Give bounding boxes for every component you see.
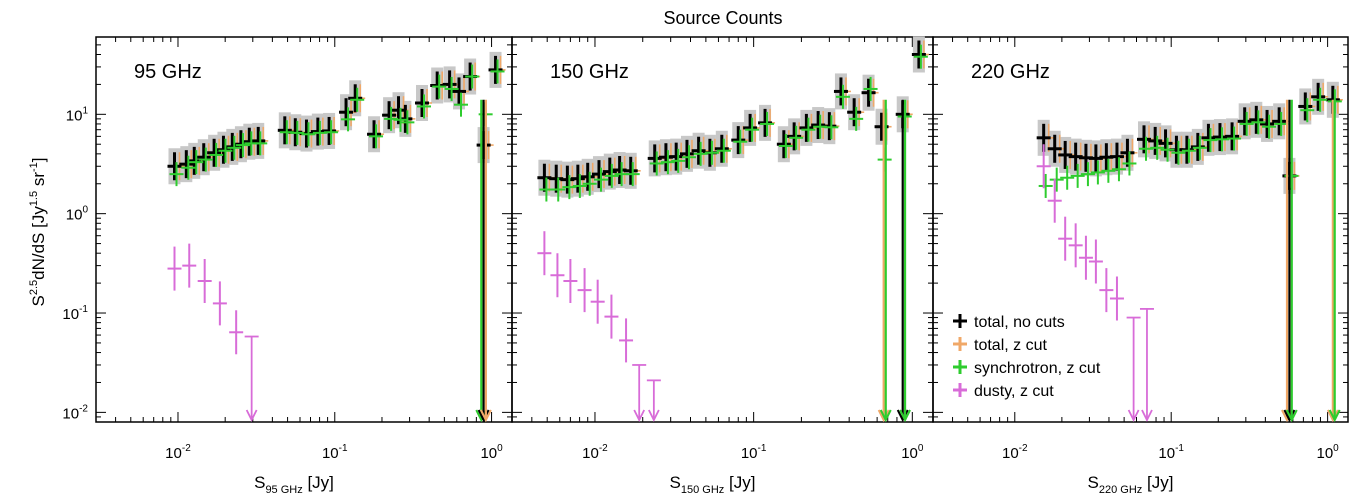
x-label-base: S xyxy=(670,473,681,492)
x-tick-label-exp: -2 xyxy=(599,443,608,454)
plot-area xyxy=(167,51,506,423)
legend: total, no cuts total, z cut synchrotron, z… xyxy=(953,314,1101,400)
y-tick-label-exp: 0 xyxy=(82,205,88,216)
x-tick-label: 100 xyxy=(1316,443,1339,462)
y-tick-label: 10-1 xyxy=(62,304,88,323)
panel-label: 220 GHz xyxy=(971,61,1050,83)
y-tick-label-base: 10 xyxy=(62,405,79,422)
y-tick-label-base: 10 xyxy=(66,207,83,224)
arrow-head xyxy=(1127,409,1140,423)
x-label-base: S xyxy=(254,473,265,492)
x-tick-label-exp: -1 xyxy=(758,443,767,454)
y-label-end: ] xyxy=(29,157,48,162)
x-tick-label: 100 xyxy=(480,443,503,462)
x-tick-label-base: 10 xyxy=(1002,445,1019,462)
arrow-head xyxy=(479,409,492,423)
y-label-sup2: 1.5 xyxy=(28,191,40,206)
x-tick-label-base: 10 xyxy=(1316,445,1333,462)
x-tick-label-exp: -2 xyxy=(182,443,191,454)
x-axis-label: S95 GHz [Jy] xyxy=(254,473,334,496)
x-axis-label: S220 GHz [Jy] xyxy=(1088,473,1174,496)
x-label-unit: [Jy] xyxy=(1142,473,1173,492)
x-tick-label-base: 10 xyxy=(1158,445,1175,462)
plot-area xyxy=(537,36,929,423)
x-tick-label: 10-2 xyxy=(582,443,608,462)
x-tick-label-exp: -2 xyxy=(1019,443,1028,454)
y-tick-label: 10-2 xyxy=(62,403,88,422)
arrow-head xyxy=(648,409,660,423)
x-tick-label: 10-1 xyxy=(741,443,767,462)
x-axis-label: S150 GHz [Jy] xyxy=(670,473,756,496)
arrow-head xyxy=(877,409,890,423)
y-tick-label: 100 xyxy=(66,205,89,224)
arrow-head xyxy=(899,409,911,423)
x-label-sub: 150 GHz xyxy=(681,484,724,496)
arrow-head xyxy=(245,409,258,423)
y-axis-label: S2.5dN/dS [Jy1.5 sr-1] xyxy=(28,157,48,306)
x-label-sub: 220 GHz xyxy=(1099,484,1142,496)
panel-label: 150 GHz xyxy=(550,61,629,83)
x-tick-label: 10-2 xyxy=(1002,443,1028,462)
y-tick-label-exp: -1 xyxy=(79,304,88,315)
legend-label: total, no cuts xyxy=(974,314,1065,331)
x-tick-label: 10-1 xyxy=(1158,443,1184,462)
x-tick-label-exp: 0 xyxy=(497,443,503,454)
y-tick-label-base: 10 xyxy=(62,306,79,323)
arrow-head xyxy=(633,409,646,423)
arrow-head xyxy=(1328,409,1341,423)
x-label-base: S xyxy=(1088,473,1099,492)
y-tick-label-base: 10 xyxy=(66,107,83,124)
legend-label: total, z cut xyxy=(974,337,1047,354)
x-tick-label-exp: 0 xyxy=(1333,443,1339,454)
y-tick-label-exp: 1 xyxy=(82,105,88,116)
y-tick-label-exp: -2 xyxy=(79,403,88,414)
x-label-unit: [Jy] xyxy=(303,473,334,492)
x-tick-label-base: 10 xyxy=(582,445,599,462)
panel-label: 95 GHz xyxy=(134,61,202,83)
x-tick-label-exp: -1 xyxy=(1175,443,1184,454)
legend-label: synchrotron, z cut xyxy=(974,360,1101,377)
x-tick-label-base: 10 xyxy=(480,445,497,462)
plot-area xyxy=(1036,78,1343,423)
x-label-unit: [Jy] xyxy=(724,473,755,492)
y-label-mid2: sr xyxy=(29,172,48,191)
x-tick-label: 100 xyxy=(901,443,924,462)
x-tick-label-base: 10 xyxy=(901,445,918,462)
y-tick-label: 101 xyxy=(66,105,89,124)
arrow-head xyxy=(879,409,892,423)
y-label-mid: dN/dS [Jy xyxy=(29,206,48,280)
x-tick-label-exp: -1 xyxy=(339,443,348,454)
y-label-base: S xyxy=(29,295,48,306)
figure-title: Source Counts xyxy=(663,8,782,28)
x-label-sub: 95 GHz xyxy=(265,484,302,496)
arrow-head xyxy=(1141,409,1153,423)
arrow-head xyxy=(1326,409,1339,423)
x-tick-label-base: 10 xyxy=(741,445,758,462)
x-tick-label-exp: 0 xyxy=(918,443,924,454)
x-tick-label-base: 10 xyxy=(165,445,182,462)
x-tick-label: 10-2 xyxy=(165,443,191,462)
y-label-sup3: -1 xyxy=(28,162,40,172)
x-tick-label-base: 10 xyxy=(322,445,339,462)
legend-label: dusty, z cut xyxy=(974,383,1054,400)
y-label-sup1: 2.5 xyxy=(28,280,40,295)
x-tick-label: 10-1 xyxy=(322,443,348,462)
arrow-head xyxy=(1285,409,1298,423)
